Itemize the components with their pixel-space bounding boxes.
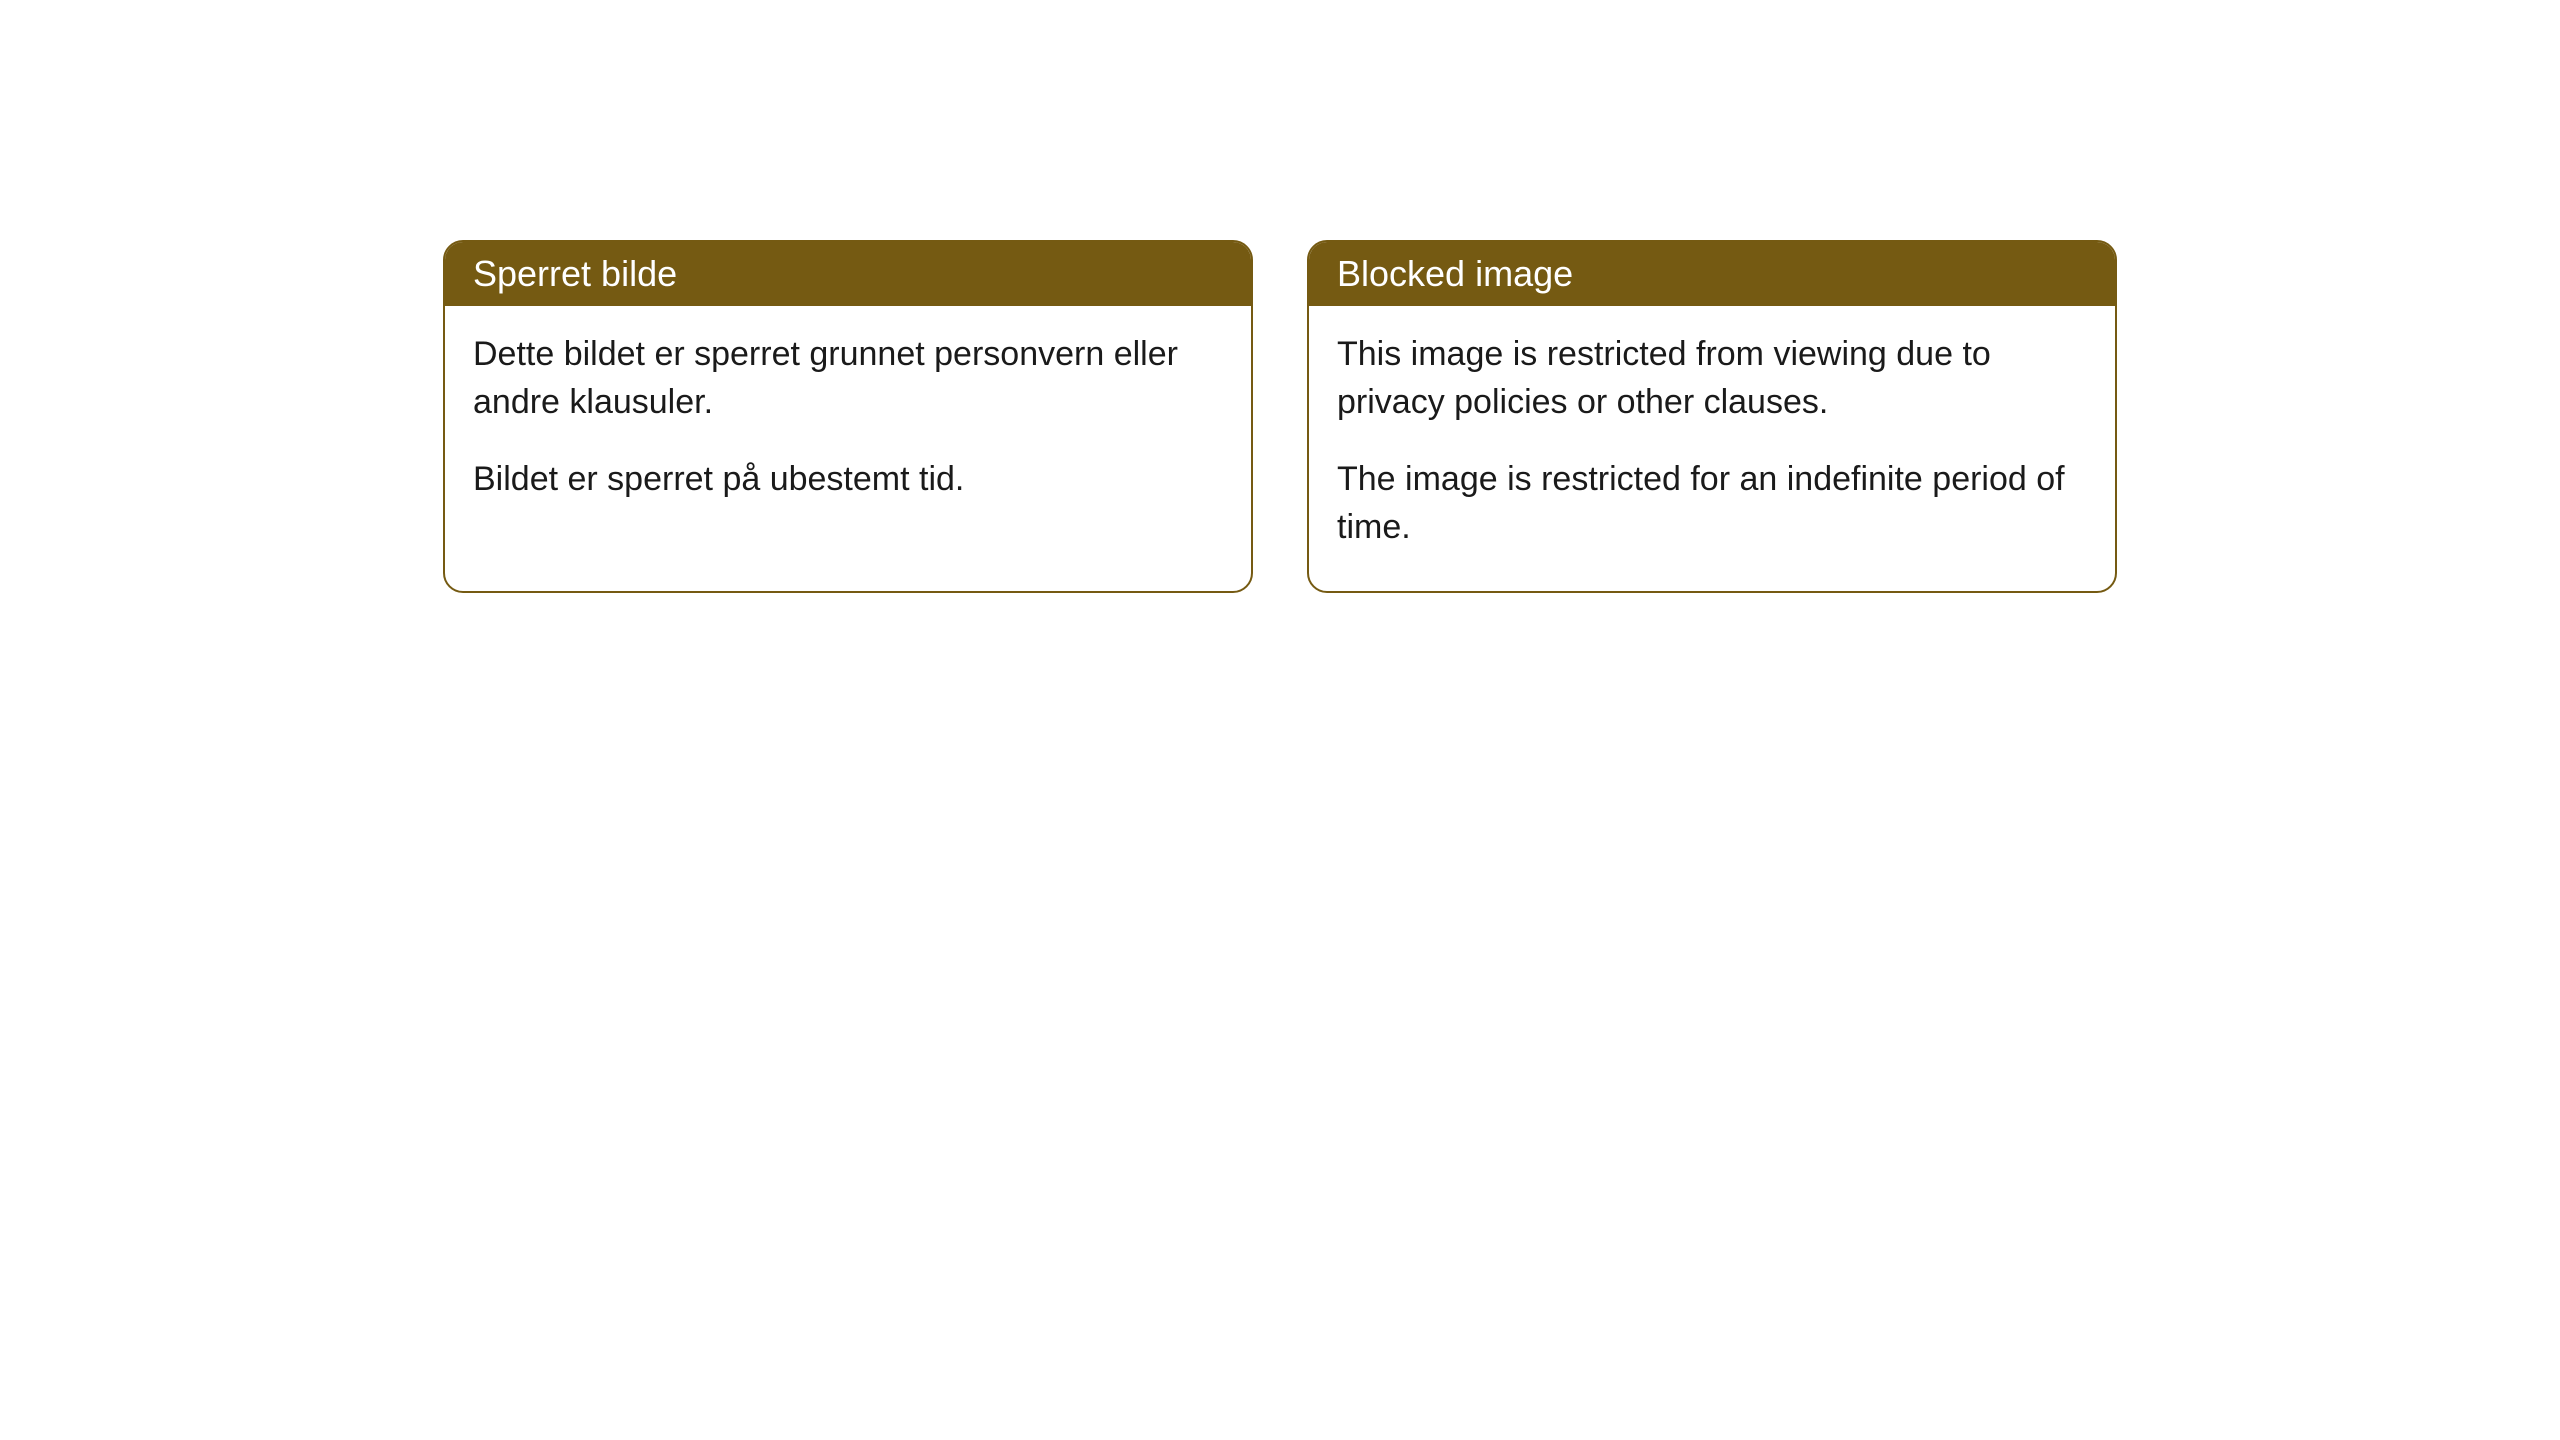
card-body-norwegian: Dette bildet er sperret grunnet personve… (445, 306, 1251, 544)
card-title: Sperret bilde (473, 253, 677, 294)
cards-container: Sperret bilde Dette bildet er sperret gr… (0, 240, 2560, 593)
card-paragraph-2: The image is restricted for an indefinit… (1337, 456, 2087, 551)
card-header-english: Blocked image (1309, 242, 2115, 306)
blocked-image-card-english: Blocked image This image is restricted f… (1307, 240, 2117, 593)
card-paragraph-1: This image is restricted from viewing du… (1337, 331, 2087, 426)
card-title: Blocked image (1337, 253, 1573, 294)
card-body-english: This image is restricted from viewing du… (1309, 306, 2115, 591)
card-header-norwegian: Sperret bilde (445, 242, 1251, 306)
card-paragraph-2: Bildet er sperret på ubestemt tid. (473, 456, 1223, 504)
blocked-image-card-norwegian: Sperret bilde Dette bildet er sperret gr… (443, 240, 1253, 593)
card-paragraph-1: Dette bildet er sperret grunnet personve… (473, 331, 1223, 426)
